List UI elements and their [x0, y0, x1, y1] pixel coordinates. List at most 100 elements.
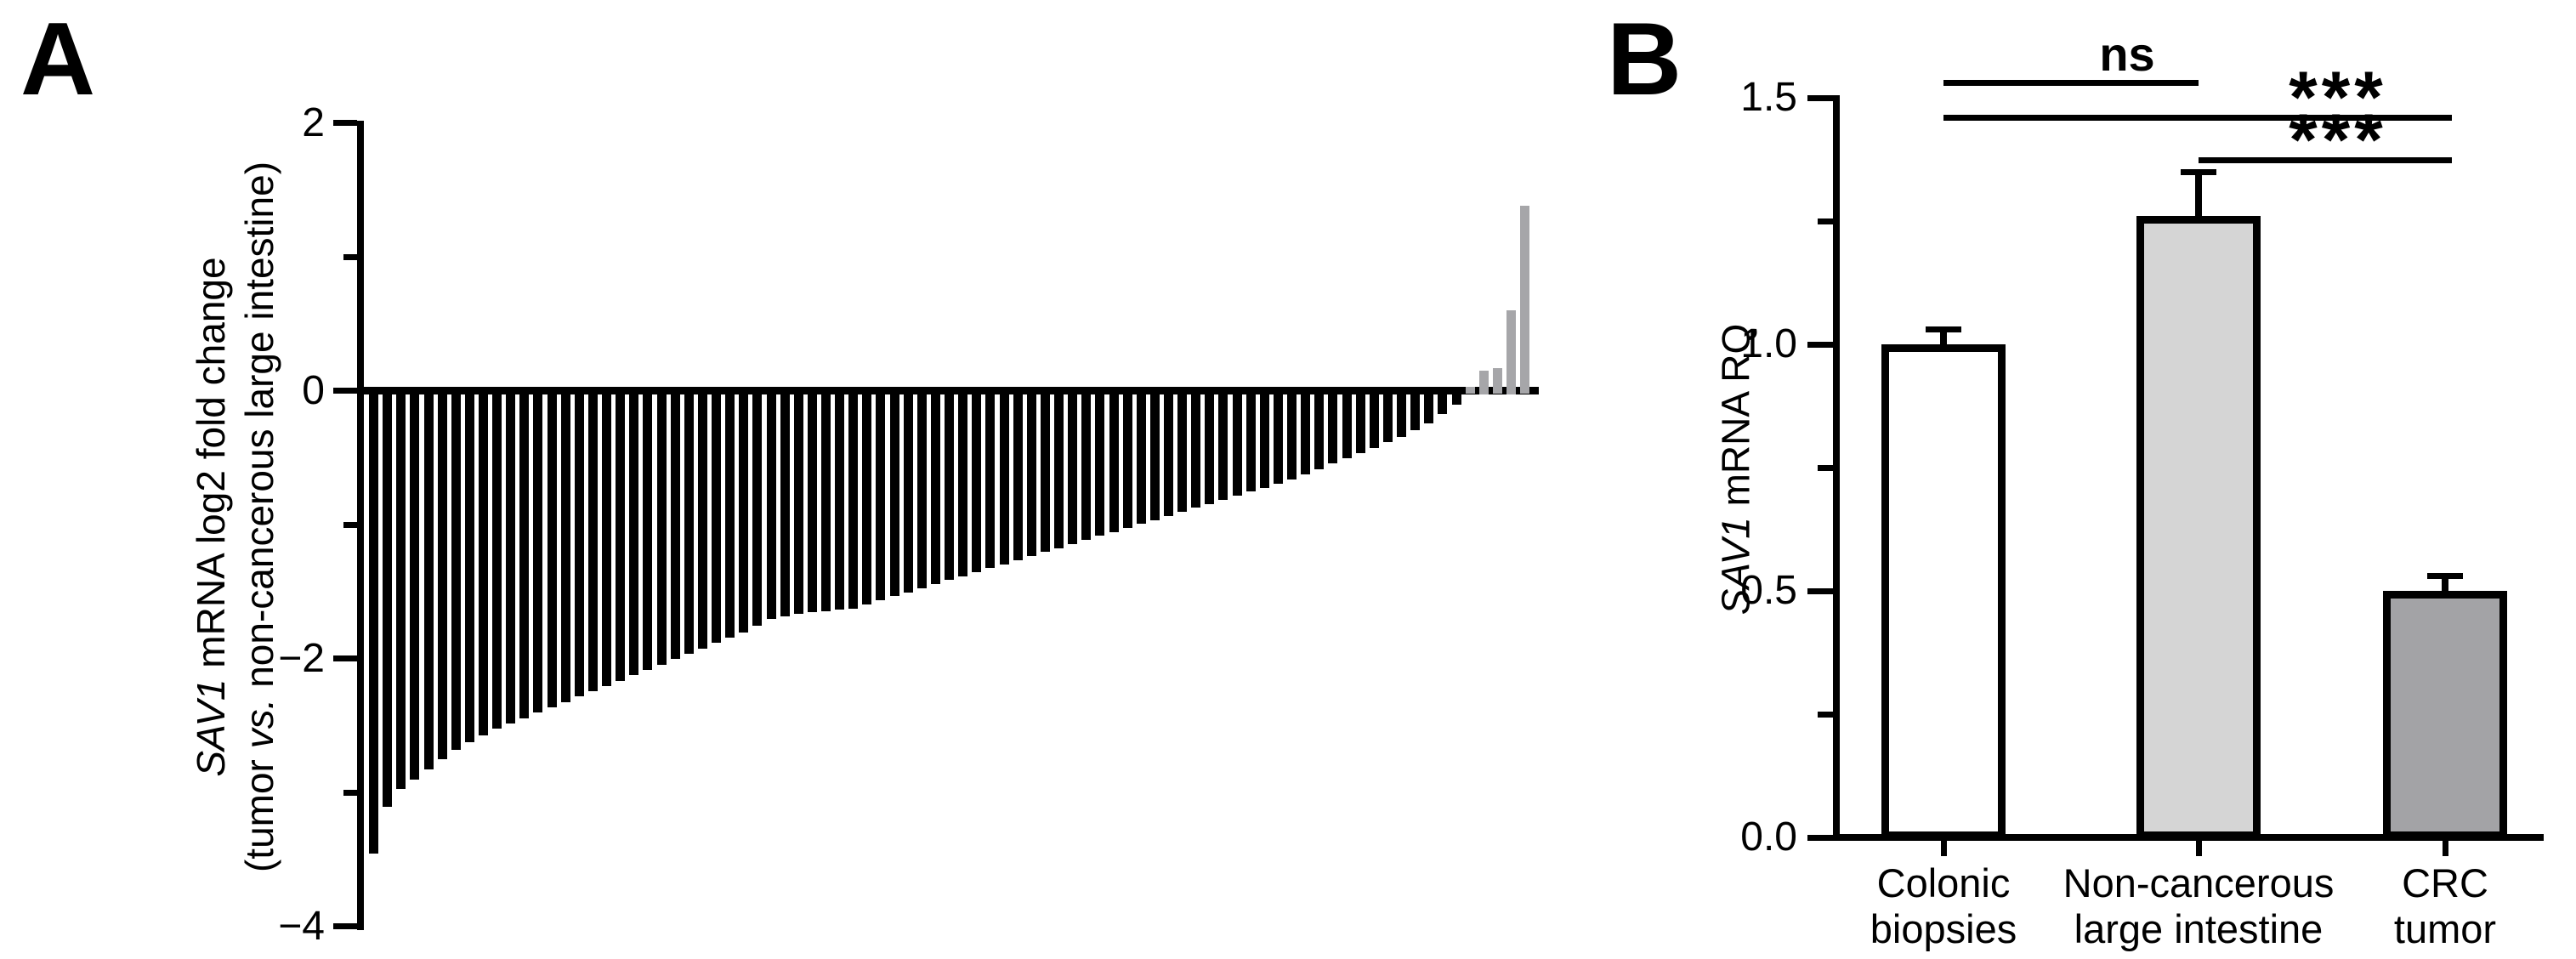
panel-a-y-tick-label: 2 — [302, 99, 325, 145]
waterfall-bar-negative — [1040, 390, 1050, 553]
waterfall-bar-negative — [656, 390, 667, 665]
waterfall-bar-positive — [1478, 370, 1489, 394]
panel-b-y-tick-major — [1807, 834, 1833, 841]
category-label-1: Colonic biopsies — [1870, 860, 2017, 951]
waterfall-bar-negative — [780, 390, 790, 616]
panel-a-y-tick-minor — [343, 789, 357, 796]
panel-b-y-tick-label: 1.0 — [1740, 321, 1797, 366]
significance-label-stars-1: *** — [2289, 57, 2387, 139]
significance-line-1 — [1943, 80, 2199, 86]
waterfall-bar-negative — [396, 390, 406, 790]
waterfall-bar-negative — [410, 390, 420, 780]
panel-b-x-tick — [2442, 841, 2448, 856]
waterfall-bar-negative — [712, 390, 721, 644]
waterfall-bar-negative — [587, 390, 598, 692]
waterfall-bar-negative — [697, 390, 707, 649]
waterfall-bar-negative — [821, 390, 831, 611]
bar-colonic-biopsies — [1881, 344, 2006, 839]
waterfall-bar-negative — [684, 390, 694, 655]
waterfall-bar-negative — [1287, 390, 1297, 480]
panel-b-letter: B — [1607, 1, 1682, 116]
waterfall-bar-negative — [1382, 390, 1393, 443]
waterfall-bar-negative — [1424, 390, 1434, 424]
error-bar-cap — [2427, 573, 2463, 580]
panel-b-y-tick-label: 0.0 — [1740, 814, 1797, 860]
bar-crc-tumor — [2383, 591, 2507, 839]
waterfall-bar-negative — [916, 390, 927, 588]
significance-label-ns: ns — [2099, 27, 2155, 81]
waterfall-bar-negative — [1410, 390, 1421, 431]
waterfall-bar-negative — [1026, 390, 1036, 557]
waterfall-bar-negative — [945, 390, 954, 581]
waterfall-bar-negative — [437, 390, 447, 760]
error-bar-stem — [1940, 329, 1947, 356]
panel-a-y-tick-label: −4 — [278, 903, 325, 949]
waterfall-bar-negative — [766, 390, 776, 620]
category-label-3: CRC tumor — [2393, 860, 2497, 951]
waterfall-bar-negative — [1177, 390, 1188, 513]
panel-b-y-tick-label: 1.5 — [1740, 75, 1797, 120]
waterfall-bar-negative — [903, 390, 913, 593]
waterfall-bar-negative — [1205, 390, 1215, 504]
panel-a-y-tick-major — [333, 120, 357, 126]
waterfall-bar-negative — [533, 390, 543, 713]
panel-a-y-tick-major — [333, 655, 357, 661]
panel-b-y-tick-major — [1807, 341, 1833, 348]
waterfall-bar-negative — [451, 390, 461, 751]
waterfall-bar-negative — [1013, 390, 1023, 560]
waterfall-bar-negative — [876, 390, 886, 601]
waterfall-bar-negative — [1314, 390, 1325, 469]
waterfall-bar-negative — [1136, 390, 1146, 525]
significance-line-2 — [1943, 115, 2452, 121]
panel-b-y-tick-minor — [1818, 218, 1833, 224]
waterfall-bar-negative — [369, 390, 378, 854]
waterfall-bar-negative — [670, 390, 680, 660]
waterfall-bar-negative — [1191, 390, 1201, 508]
significance-label-stars-2: *** — [2289, 99, 2387, 181]
panel-b-x-tick — [1940, 841, 1947, 856]
waterfall-bar-negative — [506, 390, 516, 724]
significance-line-3 — [2199, 157, 2452, 163]
waterfall-bar-negative — [574, 390, 584, 697]
waterfall-bar-negative — [560, 390, 570, 702]
waterfall-bar-negative — [930, 390, 940, 585]
waterfall-bar-negative — [1259, 390, 1269, 488]
waterfall-bar-negative — [629, 390, 639, 676]
waterfall-bar-negative — [1164, 390, 1173, 516]
waterfall-bar-negative — [1095, 390, 1105, 536]
waterfall-bar-negative — [985, 390, 996, 569]
waterfall-bar-negative — [1149, 390, 1160, 520]
waterfall-bar-negative — [958, 390, 968, 576]
waterfall-bar-negative — [547, 390, 557, 708]
waterfall-bar-negative — [999, 390, 1009, 565]
panel-a-y-axis-line — [357, 121, 364, 930]
waterfall-bar-negative — [602, 390, 611, 686]
waterfall-bar-negative — [1301, 390, 1311, 474]
gene-symbol: SAV1 — [189, 678, 233, 777]
panel-a-y-tick-major — [333, 923, 357, 929]
waterfall-bar-negative — [862, 390, 872, 604]
waterfall-bar-negative — [479, 390, 488, 736]
waterfall-bar-negative — [1328, 390, 1338, 464]
error-bar-cap — [2181, 168, 2216, 175]
waterfall-bar-negative — [643, 390, 653, 670]
waterfall-bar-negative — [1451, 390, 1461, 406]
error-bar-stem — [2442, 576, 2448, 603]
waterfall-bar-negative — [464, 390, 474, 742]
waterfall-bar-negative — [1218, 390, 1228, 500]
panel-b-y-tick-major — [1807, 587, 1833, 594]
error-bar-stem — [2195, 172, 2202, 229]
waterfall-bar-negative — [1355, 390, 1365, 453]
panel-a-y-tick-label: −2 — [278, 635, 325, 681]
waterfall-bar-positive — [1520, 206, 1530, 394]
waterfall-bar-positive — [1465, 386, 1475, 394]
waterfall-bar-negative — [1081, 390, 1092, 541]
waterfall-bar-negative — [616, 390, 626, 681]
panel-b-y-tick-label: 0.5 — [1740, 568, 1797, 613]
panel-a-y-axis-title-line2: (tumor vs. non-cancerous large intestine… — [237, 161, 281, 873]
waterfall-bar-negative — [1068, 390, 1078, 544]
waterfall-bar-negative — [739, 390, 749, 633]
waterfall-bar-negative — [1232, 390, 1242, 497]
waterfall-bar-negative — [972, 390, 982, 572]
